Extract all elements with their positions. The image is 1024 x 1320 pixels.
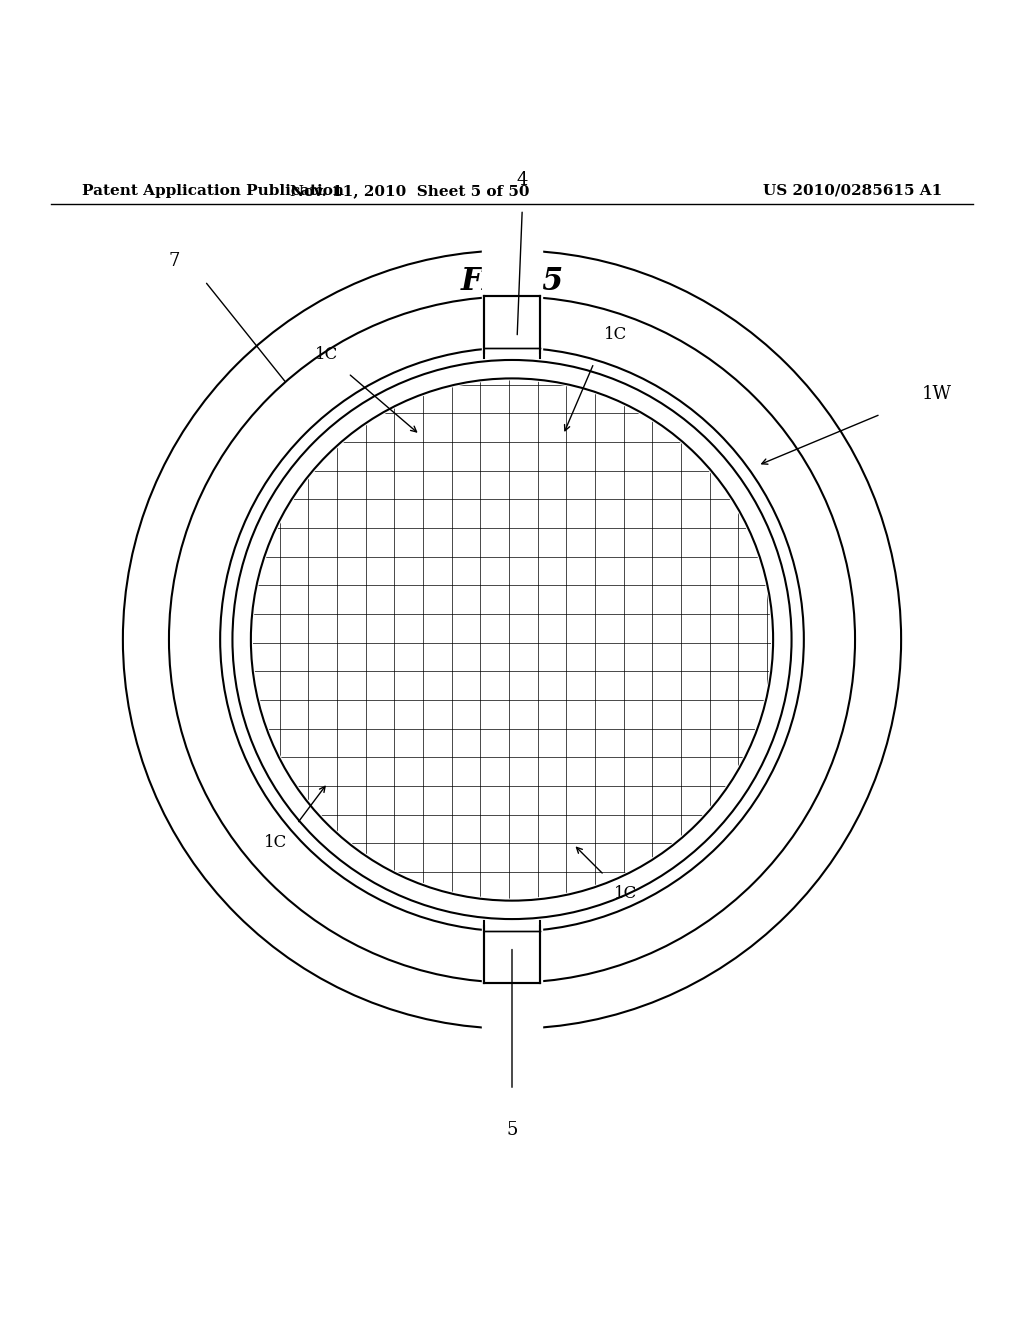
Text: 7: 7 <box>168 252 180 269</box>
Text: US 2010/0285615 A1: US 2010/0285615 A1 <box>763 183 942 198</box>
Text: 1C: 1C <box>263 834 287 851</box>
Text: 1C: 1C <box>314 346 338 363</box>
Text: 5: 5 <box>506 1121 518 1139</box>
Text: 1W: 1W <box>922 384 951 403</box>
Text: 1C: 1C <box>614 886 638 903</box>
Text: 4: 4 <box>516 172 528 189</box>
Text: Patent Application Publication: Patent Application Publication <box>82 183 344 198</box>
Text: Nov. 11, 2010  Sheet 5 of 50: Nov. 11, 2010 Sheet 5 of 50 <box>290 183 529 198</box>
Text: FIG. 5: FIG. 5 <box>461 265 563 297</box>
Text: 1C: 1C <box>604 326 628 343</box>
